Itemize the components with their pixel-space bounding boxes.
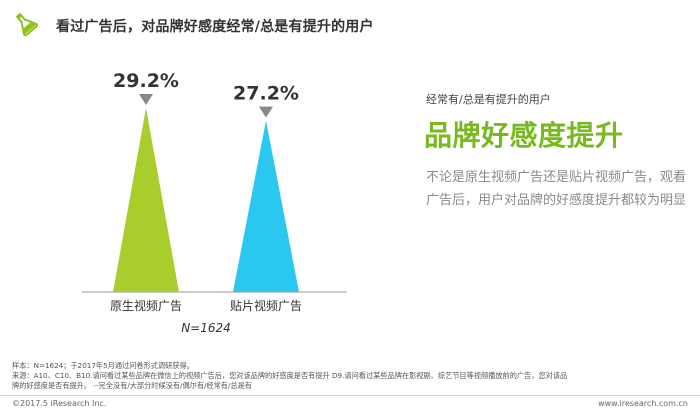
x-tick-label: 原生视频广告	[110, 298, 182, 313]
website-url: www.iresearch.com.cn	[598, 399, 688, 408]
insight-subtitle: 经常有/总是有提升的用户	[426, 93, 551, 106]
value-marker-icon	[259, 106, 273, 118]
flask-icon	[16, 13, 38, 36]
bar	[233, 120, 299, 292]
value-marker-icon	[139, 94, 153, 105]
insight-headline: 品牌好感度提升	[424, 119, 624, 152]
footnote-sample: 样本：N=1624；于2017年5月通过问卷形式调研获得。	[12, 361, 194, 370]
copyright: ©2017.5 iResearch Inc.	[12, 399, 107, 408]
insight-body: 不论是原生视频广告还是贴片视频广告，观看广告后，用户对品牌的好感度提升都较为明显	[426, 170, 687, 208]
data-label: 27.2%	[233, 83, 299, 105]
x-tick-label: 贴片视频广告	[230, 298, 302, 313]
data-label: 29.2%	[113, 70, 179, 92]
footer-divider	[0, 395, 700, 396]
bar	[113, 108, 179, 292]
footnotes: 样本：N=1624；于2017年5月通过问卷形式调研获得。 来源：A10、C10…	[12, 361, 696, 391]
footnote-source-line1: 来源：A10、C10、B10.请问看过某些品牌在微信上的视频广告后，您对该品牌的…	[12, 371, 568, 380]
page-title: 看过广告后，对品牌好感度经常/总是有提升的用户	[56, 19, 374, 35]
footnote-source-line2: 牌的好感度是否有提升。 --完全没有/大部分时候没有/偶尔有/经常有/总是有	[12, 381, 252, 390]
sample-size-label: N=1624	[181, 321, 231, 335]
chart: 29.2% 原生视频广告 27.2% 贴片视频广告 N=1624	[82, 70, 347, 335]
